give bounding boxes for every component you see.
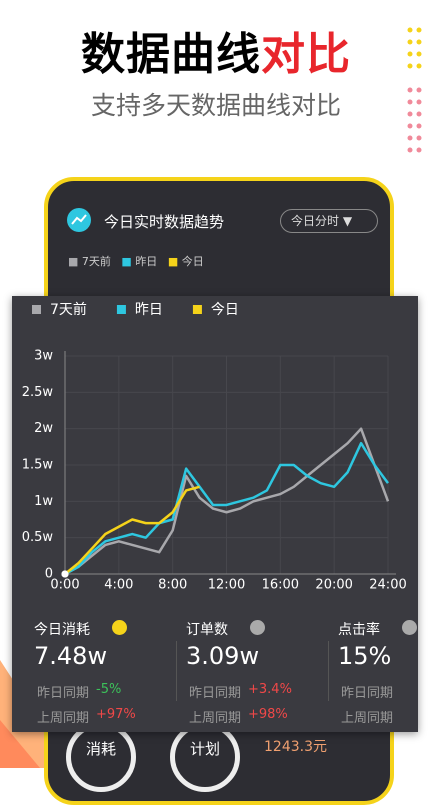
point (61, 570, 69, 578)
legend-label: 今日 (211, 302, 239, 318)
stat-row: 昨日同期 (341, 686, 394, 701)
stat-row: 昨日同期 (189, 686, 242, 701)
stat-label: 点击率 (338, 622, 380, 638)
legend-label: 7天前 (50, 301, 87, 318)
title-highlight: 对比 (261, 29, 351, 80)
legend-swatch (32, 305, 41, 314)
legend-label: 昨日 (135, 302, 163, 318)
x-tick-label: 16:00 (262, 578, 299, 593)
dropdown-label: 今日分时 (291, 214, 340, 228)
x-tick-label: 4:00 (104, 578, 133, 593)
dots (407, 27, 422, 153)
stat-label: 订单数 (186, 622, 228, 638)
y-tick-label: 0.5w (22, 530, 54, 545)
line (64, 427, 390, 576)
legend-item: 今日 (181, 255, 204, 268)
legend-item: 昨日 (135, 255, 158, 268)
stat-delta: +3.4% (248, 682, 292, 697)
x-tick-label: 12:00 (208, 578, 245, 593)
stat-row: 上周同期 (189, 711, 242, 726)
divider (328, 641, 329, 701)
stat-value: 3.09w (186, 642, 260, 670)
y-tick-label: 3w (34, 349, 53, 364)
stat-value: 7.48w (34, 642, 108, 670)
legend-swatch (192, 305, 202, 314)
line (64, 485, 200, 575)
icon (67, 208, 91, 232)
card-legend: ■ 7天前 ■ 昨日 ■ 今日 (68, 255, 204, 268)
amount: 1243.3元 (264, 739, 327, 755)
screen: 数据曲线对比 支持多天数据曲线对比 今日实时数据趋势 今日分时 ▼ ■ 7天前 … (0, 18, 432, 805)
divider (176, 641, 177, 701)
button-consume[interactable]: 消耗 (66, 722, 136, 792)
stat-row: 上周同期 (37, 711, 90, 726)
button-label: 消耗 (85, 740, 116, 758)
x-tick-label: 24:00 (369, 578, 406, 593)
legend-item: 7天前 (81, 255, 111, 268)
dropdown[interactable]: 今日分时 ▼ (280, 209, 378, 233)
stat-check (402, 620, 417, 635)
button-label: 计划 (189, 740, 220, 758)
stat-row: 昨日同期 (37, 686, 90, 701)
stat-check (112, 620, 127, 635)
button-plan[interactable]: 计划 (170, 722, 240, 792)
subtitle: 支持多天数据曲线对比 (90, 91, 341, 120)
stat-delta: +97% (96, 707, 136, 722)
chart: 0 0.5w 1w 1.5w 2w 2.5w 3w 0:00 4:00 8:00 12:00 16:0… (22, 301, 407, 593)
y-tick-label: 1w (34, 494, 53, 509)
chart-panel: 0 0.5w 1w 1.5w 2w 2.5w 3w 0:00 4:00 8:00 12:00 16:0… (12, 296, 418, 732)
line (64, 441, 390, 576)
title: 数据曲线对比 (0, 18, 432, 82)
stat-label: 今日消耗 (34, 622, 90, 638)
legend-swatch (116, 305, 126, 314)
stat-row: 上周同期 (341, 711, 394, 726)
x-tick-label: 20:00 (315, 578, 352, 593)
x-tick-label: 8:00 (158, 578, 187, 593)
y-tick-label: 0 (45, 567, 53, 582)
y-tick-label: 2w (34, 421, 53, 436)
title-main: 数据曲线 (81, 29, 261, 80)
card-title: 今日实时数据趋势 (104, 213, 225, 231)
stat-value: 15% (338, 642, 392, 670)
stat-delta: -5% (96, 682, 122, 697)
stat-check (250, 620, 265, 635)
y-tick-label: 2.5w (22, 385, 54, 400)
y-tick-label: 1.5w (22, 458, 54, 473)
stat-delta: +98% (248, 707, 288, 722)
x-tick-label: 0:00 (50, 578, 79, 593)
